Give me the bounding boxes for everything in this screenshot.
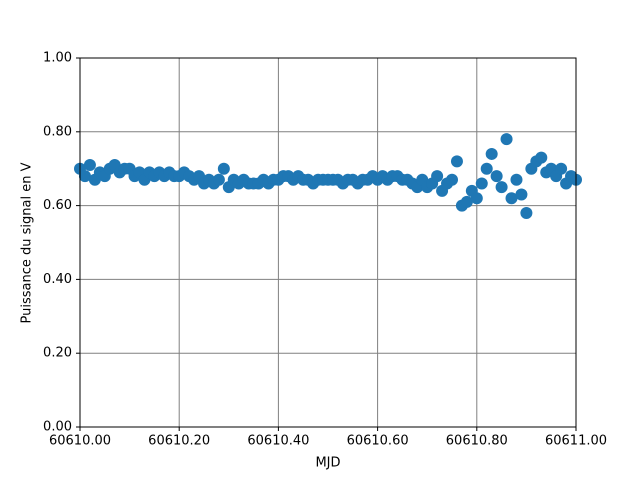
- x-tick-label: 60611.00: [545, 434, 607, 449]
- point: [490, 170, 503, 183]
- x-axis-label: MJD: [315, 456, 340, 471]
- point: [555, 162, 568, 175]
- y-tick-label: 0.20: [43, 346, 72, 361]
- point: [83, 159, 96, 172]
- point: [480, 162, 493, 175]
- point: [515, 188, 528, 201]
- point: [217, 162, 230, 175]
- point: [212, 173, 225, 186]
- y-axis-label: Puissance du signal en V: [20, 162, 35, 323]
- point: [495, 181, 508, 194]
- y-tick-label: 0.60: [43, 198, 72, 213]
- point: [520, 206, 533, 219]
- y-tick-label: 0.80: [43, 124, 72, 139]
- y-tick-label: 0.00: [43, 420, 72, 435]
- plot-frame: [79, 57, 577, 428]
- y-tick-label: 1.00: [43, 51, 72, 66]
- point: [470, 192, 483, 205]
- point: [446, 173, 458, 186]
- point: [475, 177, 488, 190]
- point: [535, 151, 548, 164]
- point: [505, 192, 518, 205]
- x-tick-label: 60610.00: [49, 434, 111, 449]
- x-tick-label: 60610.40: [247, 434, 309, 449]
- point: [460, 195, 473, 208]
- point: [78, 170, 91, 183]
- y-tick-label: 0.40: [43, 272, 72, 287]
- point: [510, 173, 523, 186]
- point: [450, 155, 463, 168]
- point: [485, 147, 498, 160]
- x-tick-label: 60610.60: [347, 434, 409, 449]
- x-tick-label: 60610.80: [446, 434, 508, 449]
- x-tick-label: 60610.20: [148, 434, 210, 449]
- point: [500, 133, 513, 146]
- point: [431, 170, 444, 183]
